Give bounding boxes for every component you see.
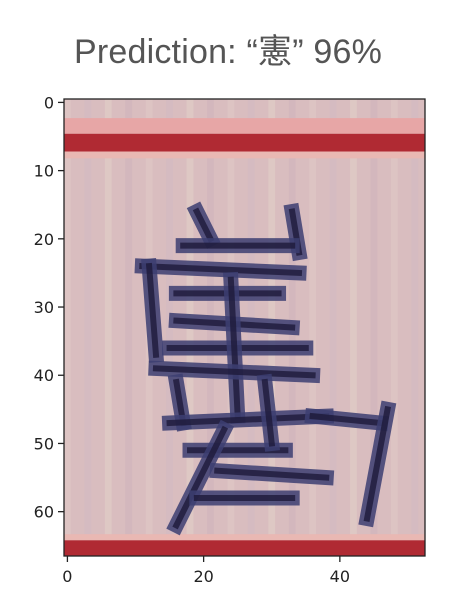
texture-stripe (330, 99, 337, 556)
x-tick-label: 20 (193, 567, 213, 586)
texture-stripe (125, 99, 132, 556)
y-tick-label: 30 (34, 298, 54, 317)
top-band (64, 134, 425, 152)
image-pixels (64, 99, 425, 556)
y-tick-label: 10 (34, 162, 54, 181)
texture-stripe (64, 99, 71, 556)
top-band-light (64, 118, 425, 134)
texture-stripe (350, 99, 357, 556)
texture-stripe (411, 99, 418, 556)
texture-stripe (309, 99, 316, 556)
texture-stripe (105, 99, 112, 556)
bottom-band-edge (64, 534, 425, 540)
y-tick-label: 60 (34, 503, 54, 522)
y-tick-label: 20 (34, 230, 54, 249)
texture-stripe (84, 99, 91, 556)
x-tick-label: 40 (330, 567, 350, 586)
texture-stripe (391, 99, 398, 556)
x-tick-label: 0 (62, 567, 72, 586)
top-band-edge (64, 152, 425, 159)
y-tick-label: 50 (34, 434, 54, 453)
image-area (64, 99, 425, 556)
y-tick-label: 0 (44, 93, 54, 112)
y-tick-label: 40 (34, 366, 54, 385)
bottom-band (64, 540, 425, 556)
